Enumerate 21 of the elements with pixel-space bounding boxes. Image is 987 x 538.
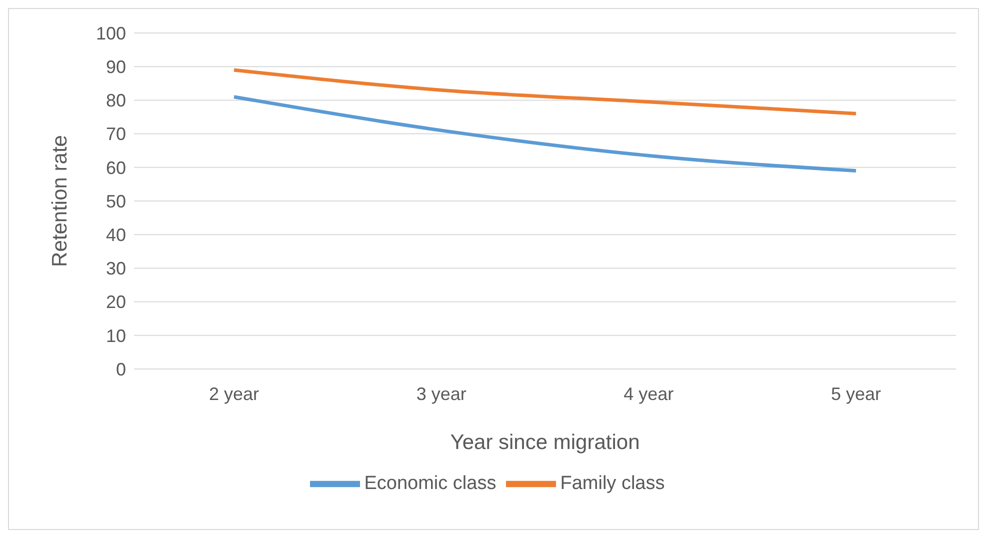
legend-label: Economic class — [364, 473, 496, 494]
x-tick-label: 5 year — [830, 384, 882, 404]
y-tick-label: 50 — [106, 191, 126, 212]
legend-label: Family class — [560, 473, 665, 494]
line-series — [232, 95, 858, 173]
y-tick-label: 70 — [106, 124, 126, 144]
x-tick-label: 4 year — [624, 384, 674, 404]
y-tick-label: 100 — [96, 23, 126, 44]
y-tick-label: 80 — [106, 90, 126, 111]
x-tick-label: 3 year — [416, 384, 466, 404]
y-tick-label: 40 — [106, 224, 126, 245]
x-axis-title: Year since migration — [450, 431, 640, 454]
y-axis-title: Retention rate — [48, 135, 72, 267]
line-series — [232, 68, 858, 116]
y-tick-label: 90 — [106, 56, 126, 77]
y-tick-label: 20 — [106, 292, 126, 312]
y-tick-label: 60 — [106, 158, 126, 178]
x-tick-label: 2 year — [208, 384, 260, 404]
y-tick-label: 10 — [106, 326, 126, 346]
y-tick-label: 0 — [116, 359, 126, 380]
y-tick-label: 30 — [106, 258, 126, 279]
